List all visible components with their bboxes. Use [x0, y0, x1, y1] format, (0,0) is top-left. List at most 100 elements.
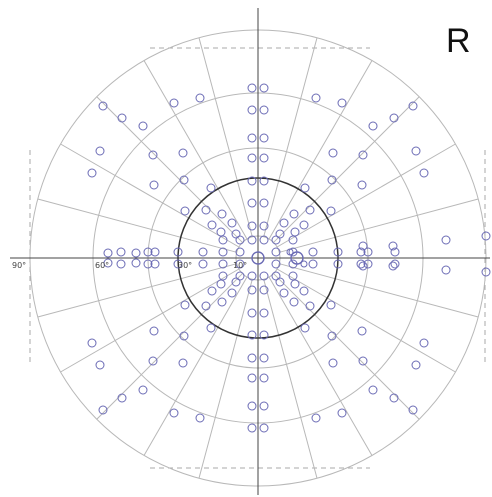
- test-point: [356, 259, 366, 269]
- test-point: [150, 259, 160, 269]
- test-point: [231, 229, 241, 239]
- test-point: [411, 146, 421, 156]
- test-point: [419, 168, 429, 178]
- test-point: [198, 247, 208, 257]
- test-point: [247, 308, 257, 318]
- test-point: [206, 183, 216, 193]
- test-point: [247, 353, 257, 363]
- test-point: [173, 247, 183, 257]
- test-point: [247, 373, 257, 383]
- test-point: [259, 285, 269, 295]
- meridian-line: [279, 263, 479, 318]
- test-point: [195, 93, 205, 103]
- test-point: [179, 331, 189, 341]
- test-point: [148, 150, 158, 160]
- meridian-line: [60, 268, 240, 373]
- test-point: [117, 393, 127, 403]
- meridian-line: [273, 273, 420, 420]
- test-point: [180, 300, 190, 310]
- test-point: [98, 101, 108, 111]
- test-point: [408, 405, 418, 415]
- test-point: [218, 259, 228, 269]
- test-point: [178, 148, 188, 158]
- meridian-line: [276, 143, 456, 248]
- test-point: [357, 180, 367, 190]
- test-point: [368, 385, 378, 395]
- meridian-line: [96, 96, 243, 243]
- test-point: [419, 338, 429, 348]
- test-point: [358, 356, 368, 366]
- test-point: [337, 408, 347, 418]
- test-point: [389, 393, 399, 403]
- test-point: [247, 221, 257, 231]
- test-point: [326, 300, 336, 310]
- test-point: [308, 247, 318, 257]
- degree-label-10: 10°: [233, 261, 247, 270]
- test-point: [131, 258, 141, 268]
- test-point: [411, 360, 421, 370]
- test-point: [368, 121, 378, 131]
- test-point: [441, 235, 451, 245]
- meridian-line: [263, 279, 318, 479]
- test-point: [148, 356, 158, 366]
- test-point: [247, 176, 257, 186]
- test-point: [271, 259, 281, 269]
- meridian-line: [143, 60, 248, 240]
- test-point: [247, 401, 257, 411]
- test-point: [388, 261, 398, 271]
- meridian-line: [37, 263, 237, 318]
- degree-label-60: 60°: [95, 261, 109, 270]
- meridian-line: [263, 37, 318, 237]
- test-point: [408, 101, 418, 111]
- meridian-line: [143, 276, 248, 456]
- blind-spot-point: [286, 248, 294, 256]
- meridian-line: [198, 279, 253, 479]
- test-point: [327, 331, 337, 341]
- test-point: [259, 235, 269, 245]
- eye-label: R: [446, 22, 471, 60]
- test-point: [328, 148, 338, 158]
- test-point: [206, 323, 216, 333]
- test-point: [275, 229, 285, 239]
- test-point: [357, 326, 367, 336]
- test-point: [358, 150, 368, 160]
- test-point: [116, 259, 126, 269]
- test-point: [201, 301, 211, 311]
- test-point: [138, 385, 148, 395]
- test-point: [247, 153, 257, 163]
- test-point: [390, 247, 400, 257]
- meridian-line: [276, 268, 456, 373]
- test-point: [441, 265, 451, 275]
- test-point: [299, 286, 309, 296]
- test-point: [149, 180, 159, 190]
- test-point: [259, 308, 269, 318]
- test-point: [356, 247, 366, 257]
- test-point: [218, 271, 228, 281]
- test-point: [116, 247, 126, 257]
- test-point: [149, 326, 159, 336]
- test-point: [259, 353, 269, 363]
- test-point: [389, 113, 399, 123]
- test-point: [178, 358, 188, 368]
- test-point: [247, 83, 257, 93]
- test-point: [259, 221, 269, 231]
- test-point: [235, 259, 245, 269]
- test-point: [218, 235, 228, 245]
- test-point: [216, 227, 226, 237]
- test-point: [117, 113, 127, 123]
- test-point: [195, 413, 205, 423]
- test-point: [259, 423, 269, 433]
- test-point: [481, 267, 491, 277]
- test-point: [328, 358, 338, 368]
- test-point: [103, 258, 113, 268]
- test-point: [247, 235, 257, 245]
- meridian-line: [60, 143, 240, 248]
- test-point: [481, 231, 491, 241]
- test-point: [247, 271, 257, 281]
- test-point: [259, 330, 269, 340]
- test-point: [217, 209, 227, 219]
- blind-spot-point: [300, 260, 308, 268]
- blind-spot-marker: [290, 251, 304, 265]
- test-point: [259, 153, 269, 163]
